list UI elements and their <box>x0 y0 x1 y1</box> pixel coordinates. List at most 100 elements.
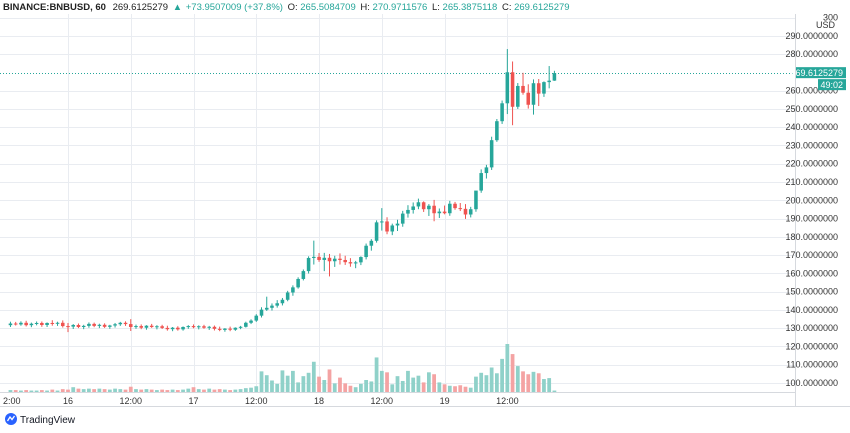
volume-bar <box>348 385 353 392</box>
candle-body <box>332 258 337 262</box>
candle-body <box>306 257 311 272</box>
volume-bar <box>175 390 180 392</box>
candle-body <box>76 324 81 327</box>
candle-body <box>510 72 515 107</box>
candle-body <box>474 190 478 210</box>
candle-body <box>139 326 143 328</box>
time-tick-label: 16 <box>63 396 73 406</box>
candle-body <box>238 326 243 328</box>
close-value: 269.6125279 <box>514 2 569 13</box>
volume-bar <box>191 387 196 392</box>
open-label: O: <box>288 2 298 13</box>
volume-bar <box>71 387 76 392</box>
current-price-tag: 269.6125279 49:02 <box>790 67 846 91</box>
candle-body <box>165 327 170 330</box>
candle-body <box>406 209 410 214</box>
candle-body <box>102 324 107 327</box>
price-tick-label: 110.0000000 <box>786 360 838 370</box>
volume-bar <box>426 372 431 392</box>
price-tick-label: 300 <box>823 13 838 23</box>
change-icon: ▲ <box>173 2 182 13</box>
volume-bar <box>400 380 405 392</box>
volume-bar <box>34 390 39 392</box>
volume-bar <box>181 389 185 392</box>
price-tag-background <box>796 67 846 79</box>
volume-bar <box>421 382 426 392</box>
tradingview-logo[interactable]: TradingView <box>5 413 76 426</box>
volume-bar <box>416 375 421 392</box>
volume-bar <box>270 380 274 392</box>
candle-body <box>13 323 18 325</box>
volume-bar <box>353 387 358 392</box>
countdown-value: 49:02 <box>820 80 843 90</box>
candle-body <box>87 323 91 326</box>
candle-body <box>207 326 211 328</box>
price-tick-label: 140.0000000 <box>785 305 838 315</box>
volume-bar <box>165 390 170 392</box>
volume-bar <box>447 385 452 392</box>
price-tick-label: 220.0000000 <box>785 159 838 169</box>
candle-body <box>196 326 201 328</box>
candle-body <box>411 206 415 210</box>
volume-bar <box>479 372 484 392</box>
volume-bar <box>364 380 369 392</box>
volume-bar <box>76 388 81 392</box>
volume-bar <box>285 375 290 392</box>
volume-bar <box>45 390 49 392</box>
volume-bar <box>249 387 253 392</box>
candle-body <box>505 72 510 104</box>
candle-body <box>296 278 300 288</box>
candle-body <box>495 121 499 141</box>
candle-body <box>118 322 123 325</box>
grid-lines <box>0 14 795 392</box>
volume-bar <box>515 366 520 392</box>
candle-body <box>55 322 60 324</box>
candle-body <box>380 221 384 223</box>
price-axis[interactable]: 300 290.0000000 280.0000000 260.0000000 250.… <box>785 13 838 388</box>
volume-bar <box>170 389 175 392</box>
time-tick-label: 2:00 <box>3 396 21 406</box>
volume-bar <box>144 389 149 392</box>
volume-bar <box>223 389 227 392</box>
low-label: L: <box>432 2 440 13</box>
change-value: +73.9507009 (+37.8%) <box>186 2 283 13</box>
volume-bar <box>155 390 159 392</box>
price-tag-value: 269.6125279 <box>790 68 843 78</box>
volume-bar <box>202 389 206 392</box>
candle-body <box>353 262 358 264</box>
candle-body <box>442 211 447 214</box>
candle-body <box>24 322 28 326</box>
candle-body <box>322 257 327 260</box>
candle-body <box>113 324 117 326</box>
volume-bar <box>494 373 499 392</box>
time-tick-label: 19 <box>440 396 450 406</box>
candle-body <box>489 140 494 168</box>
volume-bar <box>66 389 70 392</box>
candle-body <box>291 287 295 293</box>
volume-bar <box>13 390 18 392</box>
price-tick-label: 190.0000000 <box>785 214 838 224</box>
volume-bar <box>500 358 504 392</box>
candle-body <box>421 202 426 210</box>
volume-bar <box>306 372 311 392</box>
candle-body <box>468 209 473 215</box>
high-label: H: <box>360 2 370 13</box>
volume-bar <box>521 371 525 392</box>
price-tick-label: 200.0000000 <box>785 195 838 205</box>
candle-body <box>317 256 321 260</box>
candle-body <box>149 325 154 327</box>
volume-bar <box>55 390 60 392</box>
high-value: 270.9711576 <box>373 2 428 13</box>
candle-body <box>484 167 489 174</box>
volume-bar <box>186 388 191 392</box>
candle-body <box>244 322 248 327</box>
time-axis[interactable]: 2:00 16 12:00 17 12:00 18 12:00 19 12:00 <box>3 396 519 406</box>
candle-body <box>463 208 468 215</box>
symbol-name: BINANCE:BNBUSD, 60 <box>3 2 106 13</box>
candle-body <box>427 205 431 210</box>
volume-bar <box>379 370 384 392</box>
volume-bar <box>233 389 238 392</box>
candle-body <box>40 322 44 325</box>
